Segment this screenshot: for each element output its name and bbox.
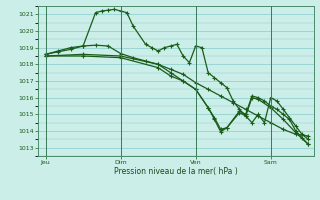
X-axis label: Pression niveau de la mer( hPa ): Pression niveau de la mer( hPa ): [114, 167, 238, 176]
